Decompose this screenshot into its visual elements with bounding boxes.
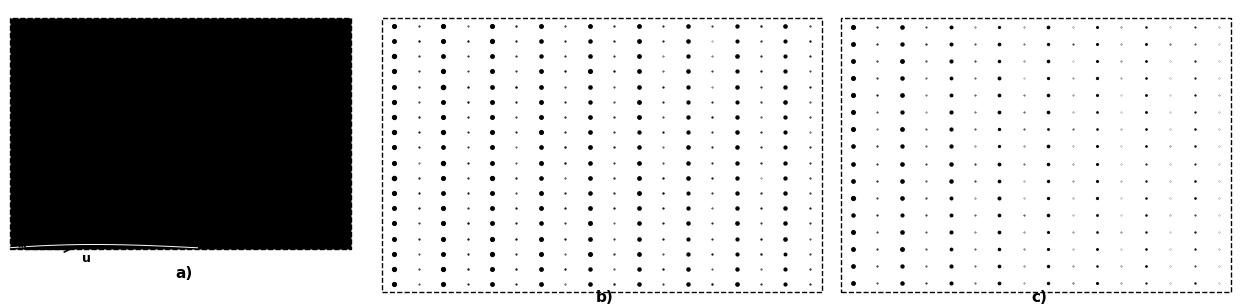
Bar	[841, 18, 1231, 292]
Bar	[382, 18, 822, 292]
Text: v: v	[14, 218, 21, 231]
Bar	[10, 18, 351, 249]
Text: b): b)	[596, 290, 614, 304]
Text: u: u	[82, 252, 91, 265]
Text: c): c)	[1032, 290, 1047, 304]
Text: a): a)	[175, 266, 192, 281]
